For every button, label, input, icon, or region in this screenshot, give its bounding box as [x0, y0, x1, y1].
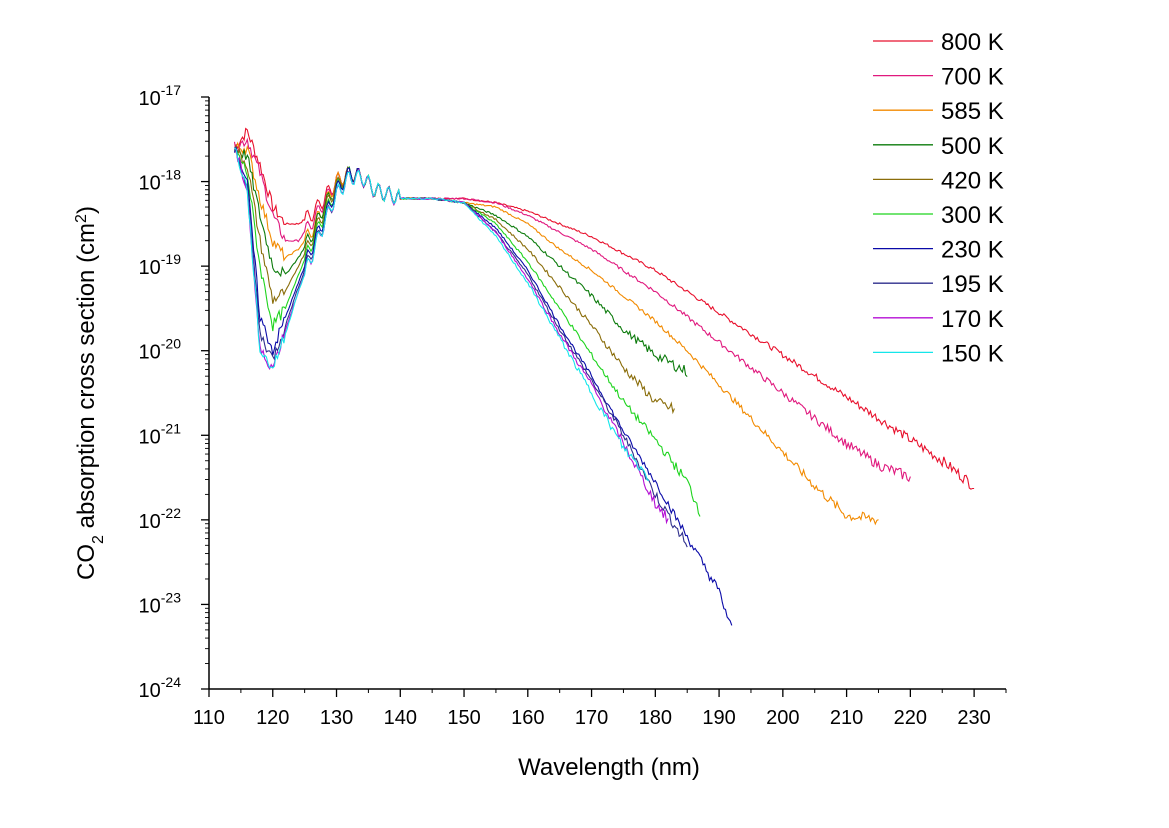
series-line-230k	[233, 146, 733, 626]
legend-label: 800 K	[941, 29, 1004, 56]
x-tick-label: 170	[575, 707, 608, 729]
legend-item: 150 K	[873, 340, 1004, 367]
legend-label: 230 K	[941, 237, 1004, 264]
legend-item: 500 K	[873, 133, 1004, 160]
y-tick-label: 10-19	[139, 251, 182, 279]
x-tick-label: 110	[193, 707, 225, 729]
x-tick-label: 200	[766, 707, 799, 729]
y-tick-label: 10-17	[139, 82, 182, 110]
legend-label: 170 K	[941, 306, 1004, 333]
x-axis-title: Wavelength (nm)	[518, 754, 700, 781]
axes-layer: 110 120 130 140 150 160 170 180 190 200 210 220 230 1…	[139, 82, 1007, 729]
series-line-500k	[234, 147, 688, 377]
legend-item: 585 K	[873, 98, 1004, 125]
legend-item: 170 K	[873, 306, 1004, 333]
x-tick-label: 130	[320, 707, 353, 729]
series-line-420k	[233, 144, 675, 415]
series-line-170k	[234, 147, 669, 525]
legend: 800 K 700 K 585 K 500 K 420 K 300 K 230 K 195 K…	[873, 29, 1004, 367]
legend-label: 300 K	[941, 202, 1004, 229]
legend-item: 420 K	[873, 167, 1004, 194]
legend-item: 800 K	[873, 29, 1004, 56]
legend-label: 195 K	[941, 271, 1004, 298]
x-tick-label: 230	[957, 707, 990, 729]
x-tick-label: 180	[639, 707, 672, 729]
legend-label: 150 K	[941, 340, 1004, 367]
y-tick-label: 10-24	[139, 674, 182, 702]
legend-item: 195 K	[873, 271, 1004, 298]
x-tick-label: 160	[511, 707, 544, 729]
x-tick-label: 120	[256, 707, 289, 729]
y-tick-label: 10-21	[139, 420, 182, 448]
series-line-585k	[234, 141, 879, 526]
x-tick-label: 210	[830, 707, 863, 729]
y-tick-label: 10-18	[139, 167, 182, 195]
y-axis-title: CO2 absorption cross section (cm2)	[73, 206, 107, 580]
legend-item: 300 K	[873, 202, 1004, 229]
x-tick-label: 190	[702, 707, 735, 729]
legend-label: 500 K	[941, 133, 1004, 160]
legend-item: 230 K	[873, 237, 1004, 264]
x-tick-label: 140	[384, 707, 417, 729]
series-layer	[233, 127, 975, 626]
y-tick-label: 10-20	[139, 336, 182, 364]
y-tick-label: 10-23	[139, 589, 182, 617]
x-tick-label: 150	[447, 707, 480, 729]
legend-item: 700 K	[873, 64, 1004, 91]
legend-label: 585 K	[941, 98, 1004, 125]
legend-label: 700 K	[941, 64, 1004, 91]
x-tick-label: 220	[894, 707, 927, 729]
series-line-150k	[234, 147, 649, 481]
legend-label: 420 K	[941, 167, 1004, 194]
y-tick-label: 10-22	[139, 505, 182, 533]
series-line-195k	[234, 146, 688, 548]
